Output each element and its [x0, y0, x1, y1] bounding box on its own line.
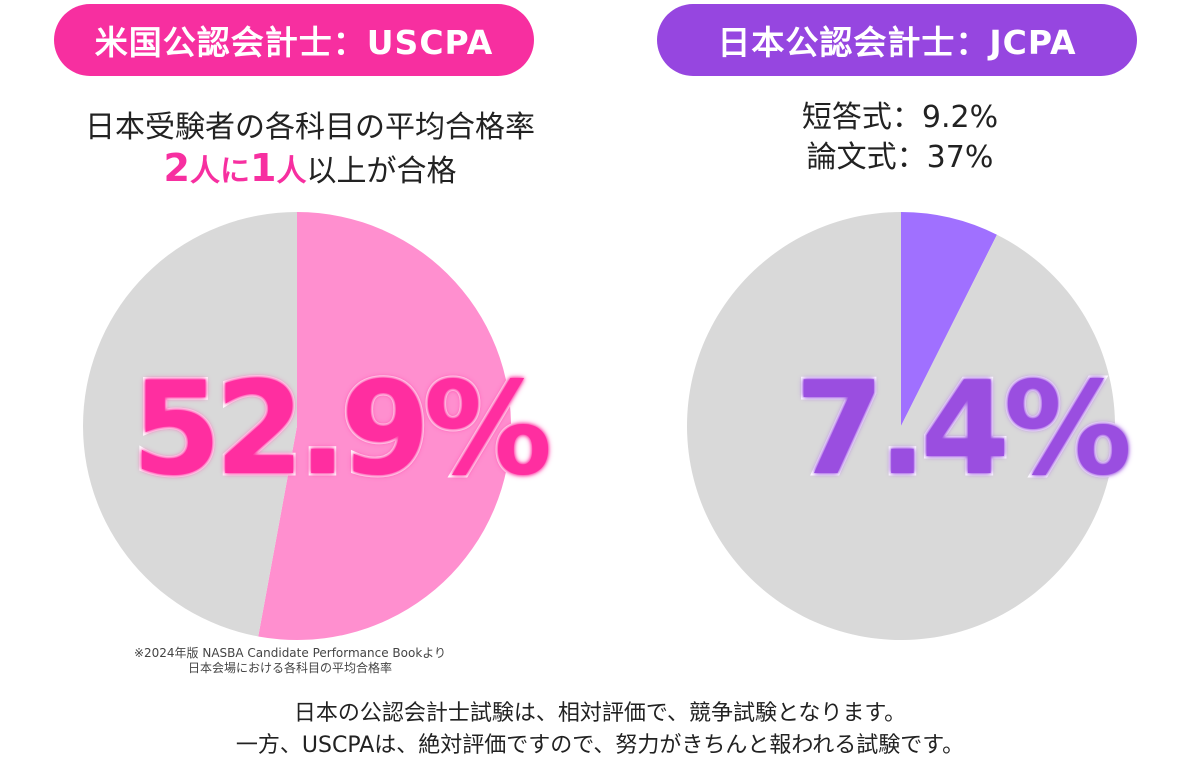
footer-text: 日本の公認会計士試験は、相対評価で、競争試験となります。 一方、USCPAは、絶… — [0, 698, 1200, 762]
pie-slice-pass — [258, 212, 512, 641]
footer-line2: 一方、USCPAは、絶対評価ですので、努力がきちんと報われる試験です。 — [235, 733, 965, 758]
jcpa-rate-label: 7.4% — [793, 353, 1135, 507]
pie-slice-fail — [686, 212, 1116, 641]
jcpa-short-answer: 短答式：9.2% — [801, 100, 999, 135]
hl-text: 人 — [276, 154, 307, 189]
jcpa-heading: 日本公認会計士：JCPA — [657, 4, 1137, 76]
pie-slice-pass — [901, 212, 997, 426]
pie-slice-fail — [83, 212, 297, 637]
hl-text: 人に — [190, 154, 250, 189]
uscpa-subtitle: 日本受験者の各科目の平均合格率 2人に1人以上が合格 — [40, 108, 580, 192]
line2-rest: 以上が合格 — [306, 154, 457, 189]
hl-number: 2 — [163, 146, 190, 190]
uscpa-rate-label: 52.9% — [129, 353, 554, 507]
uscpa-line2: 2人に1人以上が合格 — [40, 148, 580, 192]
jcpa-subtitle: 短答式：9.2% 論文式：37% — [700, 98, 1100, 178]
uscpa-line1: 日本受験者の各科目の平均合格率 — [85, 110, 535, 145]
source-note: ※2024年版 NASBA Candidate Performance Book… — [80, 646, 500, 676]
jcpa-essay: 論文式：37% — [806, 140, 994, 175]
jcpa-pie — [686, 212, 1116, 641]
note-line1: ※2024年版 NASBA Candidate Performance Book… — [133, 646, 447, 660]
note-line2: 日本会場における各科目の平均合格率 — [187, 661, 392, 675]
footer-line1: 日本の公認会計士試験は、相対評価で、競争試験となります。 — [293, 701, 907, 726]
hl-number: 1 — [250, 146, 277, 190]
uscpa-pie — [83, 212, 512, 641]
uscpa-heading: 米国公認会計士：USCPA — [54, 4, 534, 76]
